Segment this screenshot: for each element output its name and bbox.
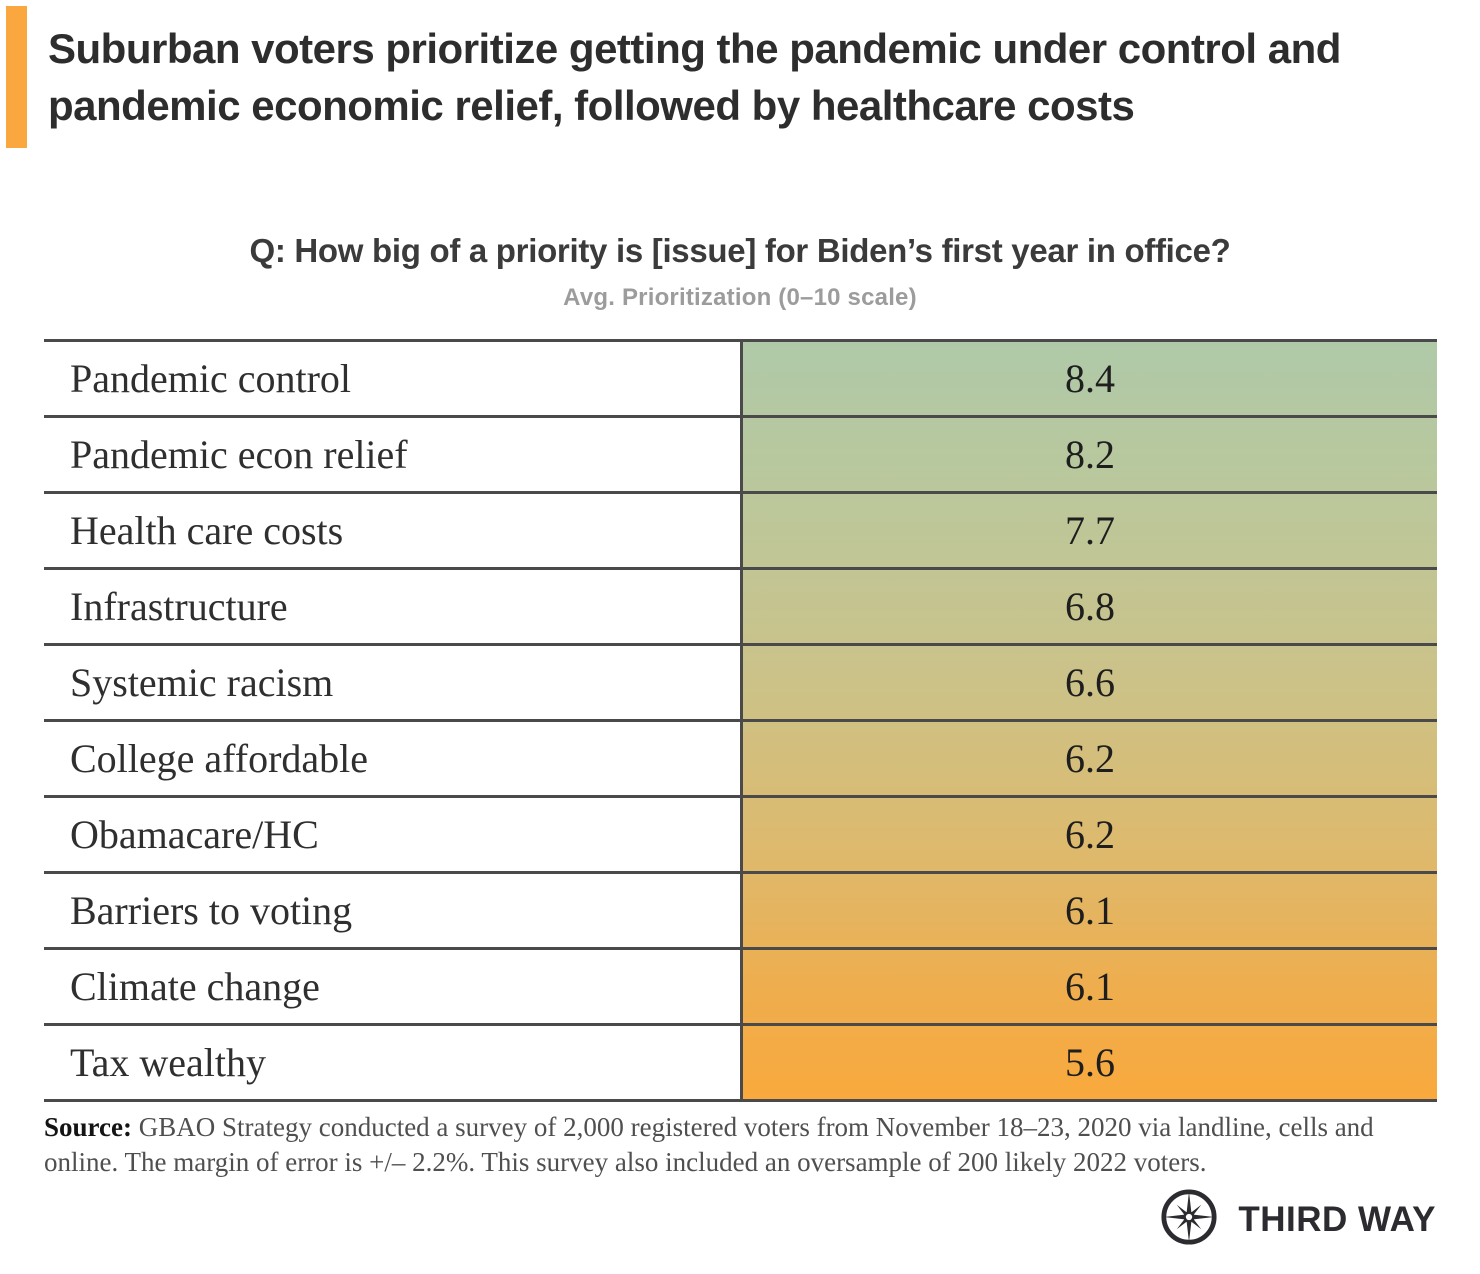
question-subtitle: Avg. Prioritization (0–10 scale) (563, 284, 917, 311)
priority-value: 6.2 (1065, 736, 1115, 781)
table-row: College affordable 6.2 (44, 722, 1437, 798)
issue-label: Pandemic control (70, 356, 352, 401)
issue-label: Obamacare/HC (70, 812, 319, 857)
source-label: Source: (44, 1112, 132, 1142)
page-title: Suburban voters prioritize getting the p… (48, 25, 1341, 129)
issue-label: Barriers to voting (70, 888, 353, 933)
source-text: GBAO Strategy conducted a survey of 2,00… (44, 1112, 1374, 1177)
table-row: Systemic racism 6.6 (44, 646, 1437, 722)
priority-value: 6.6 (1065, 660, 1115, 705)
source-note: Source: GBAO Strategy conducted a survey… (44, 1110, 1444, 1180)
issue-label: College affordable (70, 736, 369, 781)
brand-wordmark: THIRD WAY (1238, 1199, 1436, 1239)
priority-value: 8.4 (1065, 356, 1115, 401)
table-row: Health care costs 7.7 (44, 494, 1437, 570)
priority-table: Pandemic control 8.4 Pandemic econ relief 8… (44, 339, 1437, 1102)
table-row: Pandemic econ relief 8.2 (44, 418, 1437, 494)
priority-value: 5.6 (1065, 1040, 1115, 1085)
priority-value: 8.2 (1065, 432, 1115, 477)
accent-bar (6, 6, 27, 148)
table-row: Tax wealthy 5.6 (44, 1026, 1437, 1102)
issue-label: Tax wealthy (70, 1040, 267, 1085)
brand-logo: THIRD WAY (1160, 1188, 1436, 1251)
issue-label: Health care costs (70, 508, 344, 553)
priority-value: 6.8 (1065, 584, 1115, 629)
table-row: Climate change 6.1 (44, 950, 1437, 1026)
table-row: Infrastructure 6.8 (44, 570, 1437, 646)
priority-value: 6.1 (1065, 964, 1115, 1009)
issue-label: Systemic racism (70, 660, 334, 705)
priority-value: 7.7 (1065, 508, 1115, 553)
issue-label: Pandemic econ relief (70, 432, 408, 477)
issue-label: Infrastructure (70, 584, 288, 629)
question-heading: Q: How big of a priority is [issue] for … (249, 232, 1231, 269)
table-row: Obamacare/HC 6.2 (44, 798, 1437, 874)
table-row: Pandemic control 8.4 (44, 342, 1437, 418)
priority-value: 6.2 (1065, 812, 1115, 857)
table-rows: Pandemic control 8.4 Pandemic econ relief 8… (44, 342, 1437, 1102)
table-row: Barriers to voting 6.1 (44, 874, 1437, 950)
compass-icon (1160, 1188, 1218, 1251)
priority-value: 6.1 (1065, 888, 1115, 933)
issue-label: Climate change (70, 964, 320, 1009)
